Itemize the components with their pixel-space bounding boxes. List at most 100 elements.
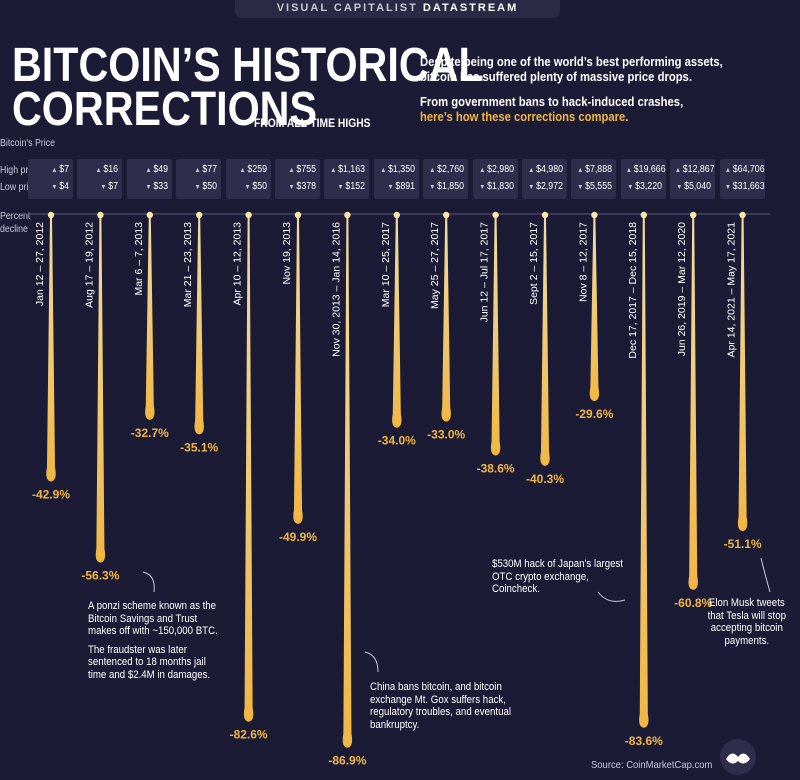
high-price-label: High price	[0, 165, 40, 176]
low-price-value: ▼ $4	[51, 181, 69, 192]
decline-bar	[392, 216, 402, 428]
date-label: Nov 30, 2013 – Jan 14, 2016	[330, 222, 342, 357]
price-box: ▲ $7,888 ▼ $5,555	[571, 159, 617, 199]
decline-bar	[737, 216, 748, 532]
decline-bar	[46, 216, 56, 482]
bar-top-dot	[443, 211, 450, 219]
date-label: Jun 26, 2019 – Mar 12, 2020	[676, 222, 688, 356]
high-price-value: ▲ $7,888	[577, 164, 613, 175]
percent-label: Percent	[0, 211, 31, 222]
date-label: Nov 8 – 12, 2017	[577, 222, 589, 302]
value-label: -49.9%	[279, 530, 317, 544]
bar-top-dot	[146, 211, 153, 219]
decline-bar	[589, 216, 600, 402]
value-label: -34.0%	[378, 434, 416, 448]
low-price-value: ▼ $5,555	[577, 181, 613, 192]
value-label: -83.6%	[625, 734, 663, 748]
bar-top-dot	[47, 211, 55, 219]
bar-top-dot	[294, 211, 302, 219]
price-box: ▲ $4,980 ▼ $2,972	[522, 159, 567, 199]
source-citation: Source: CoinMarketCap.com	[591, 759, 713, 771]
decline-bar	[194, 216, 204, 435]
low-price-value: ▼ $33	[145, 181, 168, 192]
value-label: -42.9%	[32, 488, 70, 502]
date-label: Aug 17 – 19, 2012	[83, 222, 95, 308]
low-price-value: ▼ $1,850	[429, 181, 465, 192]
bar-top-dot	[739, 211, 746, 219]
ponzi-pointer	[142, 571, 155, 593]
brand-banner: VISUAL CAPITALIST DATASTREAM	[235, 0, 560, 18]
decline-bar	[688, 216, 698, 590]
decline-bar	[243, 216, 254, 722]
date-label: Dec 17, 2017 – Dec 15, 2018	[627, 222, 639, 359]
bitcoin-price-label: Bitcoin's Price	[0, 138, 55, 149]
annotation-ponzi-2: The fraudster was later sentenced to 18 …	[88, 643, 211, 681]
high-price-value: ▲ $12,867	[675, 164, 715, 175]
high-price-value: ▲ $16	[95, 164, 119, 175]
annotation-musk: Elon Musk tweets that Tesla will stop ac…	[707, 597, 786, 647]
high-price-value: ▲ $77	[194, 164, 218, 175]
decline-bar	[441, 216, 451, 422]
value-label: -86.9%	[328, 754, 366, 768]
decline-bar	[540, 216, 550, 466]
value-label: -38.6%	[477, 462, 515, 476]
value-label: -60.8%	[674, 596, 712, 610]
intro-highlight: here’s how these corrections compare.	[420, 110, 629, 124]
decline-bar	[293, 216, 303, 524]
value-label: -33.0%	[427, 428, 465, 442]
price-box: ▲ $19,666 ▼ $3,220	[620, 159, 666, 199]
date-label: Mar 6 – 7, 2013	[133, 222, 145, 296]
high-price-value: ▲ $1,350	[380, 164, 415, 175]
bar-top-dot	[97, 211, 104, 219]
low-price-value: ▼ $152	[337, 181, 366, 192]
bar-top-dot	[196, 211, 203, 219]
bar-top-dot	[492, 211, 499, 219]
intro-text: Despite being one of the world’s best pe…	[420, 55, 753, 135]
annotation-ponzi: A ponzi scheme known as the Bitcoin Savi…	[88, 600, 224, 687]
low-price-label: Low price	[0, 182, 38, 193]
brand-suffix: DATASTREAM	[422, 2, 519, 14]
value-label: -32.7%	[131, 426, 169, 440]
low-price-value: ▼ $3,220	[627, 181, 662, 192]
high-price-value: ▲ $755	[288, 164, 316, 175]
intro-paragraph-1: Despite being one of the world’s best pe…	[420, 55, 723, 84]
high-price-value: ▲ $2,980	[478, 164, 514, 175]
annotation-china: China bans bitcoin, and bitcoin exchange…	[370, 681, 511, 731]
price-box: ▲ $755 ▼ $378	[275, 159, 320, 199]
intro-paragraph-2: From government bans to hack-induced cra…	[420, 95, 753, 125]
date-label: May 25 – 27, 2017	[429, 222, 441, 309]
bar-top-dot	[393, 211, 400, 219]
low-price-value: ▼ $50	[244, 181, 267, 192]
price-box: ▲ $16 ▼ $7	[77, 159, 123, 199]
date-label: Apr 14, 2021 – May 17, 2021	[726, 222, 738, 358]
price-box: ▲ $12,867 ▼ $5,040	[670, 159, 716, 199]
high-price-value: ▲ $2,760	[429, 164, 465, 175]
price-box: ▲ $1,163 ▼ $152	[324, 159, 370, 199]
value-label: -40.3%	[526, 472, 564, 486]
high-price-value: ▲ $19,666	[625, 164, 666, 175]
intro-paragraph-2a: From government bans to hack-induced cra…	[420, 95, 684, 109]
value-label: -51.1%	[724, 537, 762, 551]
brand-prefix: VISUAL CAPITALIST	[276, 2, 418, 14]
bar-top-dot	[245, 211, 252, 219]
annotation-coincheck: $530M hack of Japan's largest OTC crypto…	[492, 558, 623, 595]
value-label: -56.3%	[81, 569, 119, 583]
china-pointer	[364, 651, 379, 673]
low-price-value: ▼ $1,830	[478, 181, 514, 192]
date-label: Nov 19, 2013	[281, 222, 293, 285]
low-price-value: ▼ $378	[288, 181, 316, 192]
date-label: Jan 12 – 27, 2012	[34, 222, 46, 306]
high-price-value: ▲ $259	[239, 164, 267, 175]
value-label: -35.1%	[180, 440, 218, 454]
high-price-value: ▲ $49	[145, 164, 168, 175]
bar-top-dot	[690, 211, 697, 219]
high-price-value: ▲ $64,706	[724, 164, 765, 175]
price-box: ▲ $2,980 ▼ $1,830	[472, 159, 518, 199]
date-label: Sept 2 – 15, 2017	[528, 222, 540, 305]
high-price-value: ▲ $4,980	[528, 164, 563, 175]
price-box: ▲ $7 ▼ $4	[28, 159, 73, 199]
decline-bar	[145, 216, 155, 420]
decline-label: decline	[0, 224, 28, 235]
date-label: Apr 10 – 12, 2013	[232, 222, 244, 306]
